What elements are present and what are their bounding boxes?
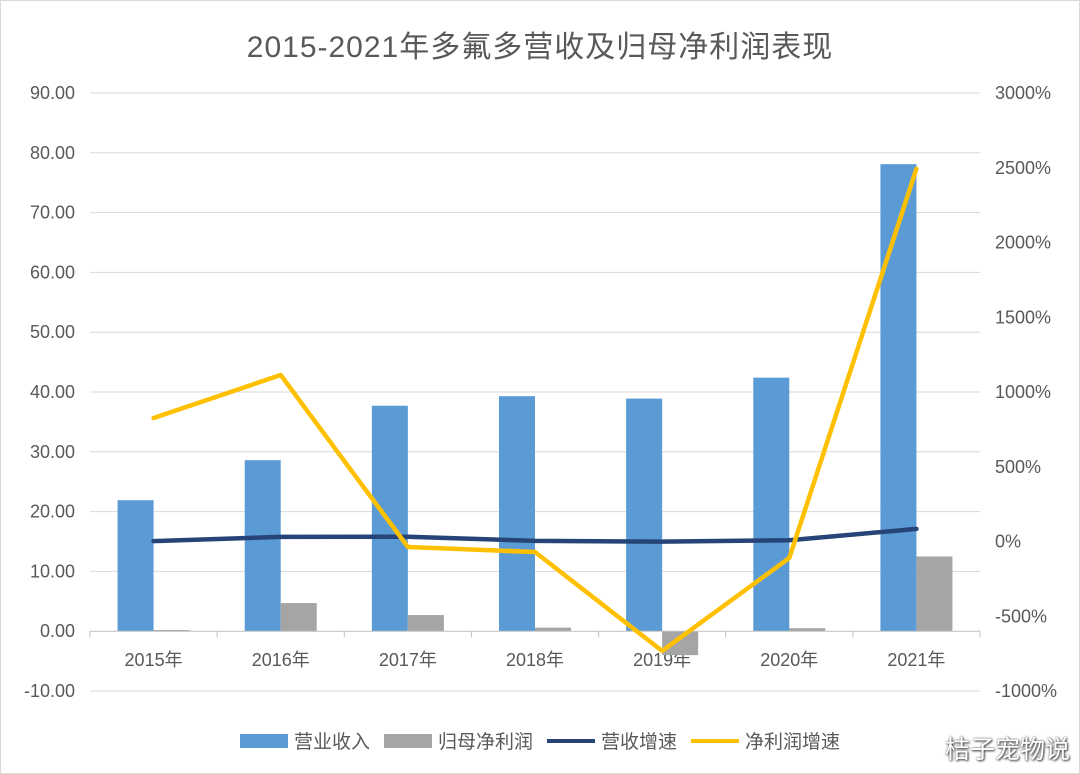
net-profit-growth-point [533, 549, 537, 554]
left-axis-tick-label: 80.00 [30, 143, 75, 163]
series-lines [151, 166, 919, 654]
x-axis-category-label: 2019年 [633, 650, 691, 670]
left-axis-tick-label: 30.00 [30, 442, 75, 462]
net-profit-growth-point [787, 555, 792, 560]
net-profit-growth-point [660, 648, 665, 653]
revenue-bar [371, 405, 408, 632]
net-profit-bar [407, 615, 444, 632]
revenue-growth-point [914, 526, 919, 531]
legend-label-net-profit-growth: 净利润增速 [745, 732, 841, 753]
bars [117, 164, 953, 656]
legend-swatch-net-profit-growth [691, 738, 740, 743]
right-axis-tick-label: -1000% [995, 681, 1057, 701]
net-profit-bar [153, 630, 190, 632]
left-axis-tick-label: 40.00 [30, 382, 75, 402]
revenue-growth-point [151, 539, 156, 544]
legend: 营业收入 归母净利润 营收增速 净利润增速 [0, 727, 1080, 754]
net-profit-bar [789, 628, 826, 632]
net-profit-bar [662, 631, 699, 656]
legend-swatch-revenue [239, 733, 288, 748]
left-axis-tick-label: 50.00 [30, 322, 75, 342]
revenue-growth-point [405, 534, 410, 539]
right-axis-tick-label: 0% [995, 532, 1021, 552]
weibo-icon [904, 735, 940, 762]
legend-label-revenue-growth: 营收增速 [601, 732, 678, 753]
legend-label-net-profit: 归母净利润 [437, 732, 533, 753]
net-profit-bar [280, 603, 317, 632]
x-axis-category-label: 2021年 [887, 650, 945, 670]
legend-item-net-profit-growth: 净利润增速 [691, 727, 840, 754]
legend-swatch-net-profit [383, 733, 432, 748]
x-axis-category-label: 2017年 [379, 650, 437, 670]
left-axis-tick-label: -10.00 [24, 681, 75, 701]
legend-label-revenue: 营业收入 [293, 732, 370, 753]
right-axis-tick-label: 2500% [995, 158, 1051, 178]
x-axis-category-label: 2018年 [506, 650, 564, 670]
right-axis-tick-label: -500% [995, 606, 1047, 626]
right-axis-tick-label: 1000% [995, 382, 1051, 402]
net-profit-bar [535, 627, 571, 632]
left-axis-tick-label: 20.00 [30, 502, 75, 522]
x-axis-category-label: 2015年 [125, 650, 183, 670]
x-axis-category-label: 2020年 [760, 650, 818, 670]
right-axis-tick-label: 3000% [995, 83, 1051, 103]
revenue-bar [117, 500, 154, 632]
legend-item-revenue: 营业收入 [239, 727, 370, 754]
left-axis-tick-label: 0.00 [40, 621, 75, 641]
legend-item-net-profit: 归母净利润 [383, 727, 533, 754]
left-axis-tick-label: 70.00 [30, 203, 75, 223]
net-profit-growth-point [405, 545, 410, 550]
chart-title: 2015-2021年多氟多营收及归母净利润表现 [246, 31, 834, 64]
net-profit-growth-point [914, 166, 919, 171]
revenue-bar [880, 164, 917, 632]
revenue-growth-point [278, 534, 283, 539]
axis-labels: -10.00 0.00 10.00 20.00 30.00 40.00 50.00 60.00… [24, 83, 1057, 701]
net-profit-bar [916, 556, 953, 632]
left-axis-tick-label: 90.00 [30, 83, 75, 103]
watermark-text: 桔子宠物说 [944, 736, 1070, 764]
left-axis-tick-label: 10.00 [30, 561, 75, 581]
left-axis-tick-label: 60.00 [30, 262, 75, 282]
x-axis-category-label: 2016年 [252, 650, 310, 670]
revenue-growth-point [787, 538, 792, 543]
revenue-bar [626, 398, 663, 632]
net-profit-growth-point [151, 416, 156, 421]
legend-item-revenue-growth: 营收增速 [547, 727, 677, 754]
revenue-growth-point [660, 539, 665, 544]
revenue-bar [244, 460, 281, 632]
net-profit-growth-point [278, 372, 283, 377]
legend-swatch-revenue-growth [547, 738, 595, 743]
watermark: 桔子宠物说 [903, 730, 1070, 766]
gridlines [90, 92, 980, 692]
revenue-bar [753, 377, 790, 632]
right-axis-tick-label: 1500% [995, 307, 1051, 327]
x-axis [89, 630, 981, 638]
right-axis-tick-label: 2000% [995, 233, 1051, 253]
revenue-bar [499, 396, 535, 632]
revenue-growth-point [533, 538, 537, 543]
right-axis-tick-label: 500% [995, 457, 1041, 477]
